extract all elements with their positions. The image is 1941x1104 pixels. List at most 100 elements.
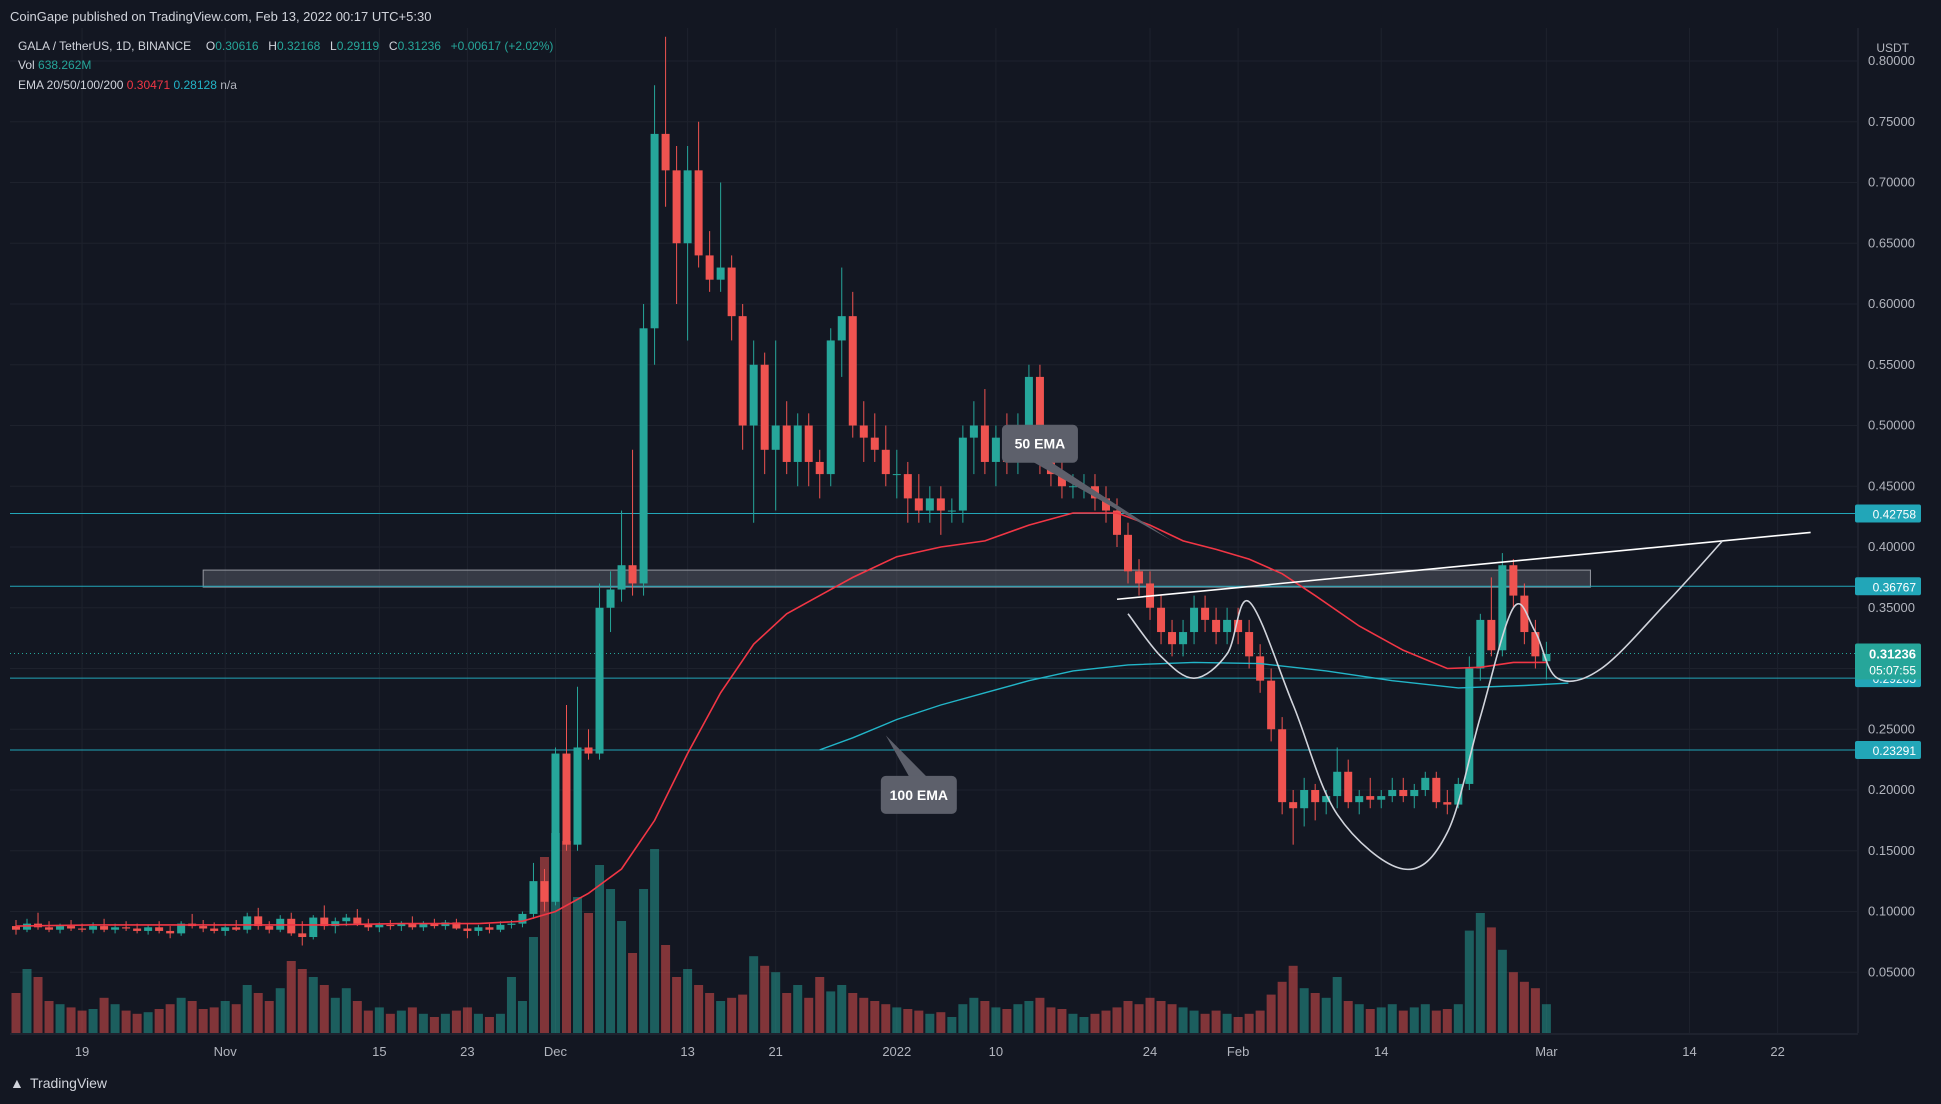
candle-body[interactable] [474, 927, 483, 931]
candle-body[interactable] [936, 498, 945, 511]
annotations[interactable]: 50 EMA 100 EMA [880, 424, 1173, 814]
candle-body[interactable] [408, 923, 417, 928]
candle-body[interactable] [903, 474, 912, 499]
candle-body[interactable] [628, 565, 637, 584]
candle-body[interactable] [1113, 510, 1121, 535]
candle-body[interactable] [1157, 607, 1166, 633]
cup-and-handle-curve[interactable] [1127, 540, 1724, 871]
trendline[interactable] [1116, 531, 1811, 601]
candle-body[interactable] [155, 927, 164, 931]
candle-body[interactable] [386, 924, 395, 927]
candle-body[interactable] [991, 437, 1000, 462]
candle-body[interactable] [1201, 607, 1210, 620]
candle-body[interactable] [1333, 771, 1342, 797]
candle-body[interactable] [430, 923, 439, 927]
candle-body[interactable] [496, 924, 505, 930]
candle-body[interactable] [1322, 796, 1331, 803]
candle-body[interactable] [419, 923, 428, 928]
candle-body[interactable] [606, 589, 615, 608]
candle-body[interactable] [749, 364, 758, 426]
candle-body[interactable] [672, 170, 681, 244]
candle-body[interactable] [1179, 632, 1188, 645]
candle-body[interactable] [1245, 632, 1254, 657]
candle-body[interactable] [1487, 619, 1496, 651]
candle-body[interactable] [1432, 777, 1441, 803]
candle-body[interactable] [1212, 619, 1221, 633]
candle-body[interactable] [309, 917, 318, 938]
candle-body[interactable] [210, 928, 219, 931]
candle-body[interactable] [1300, 790, 1309, 809]
candle-body[interactable] [89, 926, 98, 930]
candle-body[interactable] [375, 924, 384, 928]
candles[interactable] [12, 36, 1551, 946]
candle-body[interactable] [595, 607, 604, 754]
candle-body[interactable] [342, 917, 351, 922]
candle-body[interactable] [1388, 790, 1397, 797]
candle-body[interactable] [485, 927, 494, 930]
candle-body[interactable] [67, 926, 76, 929]
candle-body[interactable] [639, 328, 648, 584]
candle-body[interactable] [914, 498, 923, 511]
candle-body[interactable] [870, 437, 879, 450]
candle-body[interactable] [1421, 777, 1430, 790]
candle-body[interactable] [364, 923, 373, 928]
candle-body[interactable] [45, 927, 54, 930]
candle-body[interactable] [1476, 619, 1485, 669]
candle-body[interactable] [694, 170, 703, 256]
candle-body[interactable] [892, 474, 901, 476]
candle-body[interactable] [232, 927, 241, 930]
candle-body[interactable] [133, 928, 142, 931]
candle-body[interactable] [1135, 571, 1144, 584]
candle-body[interactable] [1344, 771, 1353, 803]
candle-body[interactable] [947, 510, 956, 512]
candle-body[interactable] [1234, 619, 1243, 633]
callout[interactable]: 100 EMA [880, 735, 957, 814]
candle-body[interactable] [760, 364, 769, 450]
candle-body[interactable] [859, 425, 868, 438]
candle-body[interactable] [463, 928, 472, 931]
ema-legend[interactable]: EMA 20/50/100/200 0.30471 0.28128 n/a [18, 78, 237, 92]
candle-body[interactable] [793, 425, 802, 462]
symbol-name[interactable]: GALA / TetherUS, 1D, BINANCE [18, 39, 192, 53]
candle-body[interactable] [782, 425, 791, 462]
candle-body[interactable] [254, 916, 263, 927]
volume-legend[interactable]: Vol 638.262M [18, 58, 91, 72]
candle-body[interactable] [551, 753, 560, 902]
candle-body[interactable] [617, 565, 626, 590]
candle-body[interactable] [1498, 565, 1507, 651]
y-axis[interactable]: USDT 0.05000 0.10000 0.15000 0.20000 0.25000 0… [1857, 0, 1941, 1104]
candle-body[interactable] [1223, 619, 1232, 633]
candle-body[interactable] [826, 340, 835, 475]
candle-body[interactable] [166, 930, 175, 934]
candle-body[interactable] [243, 916, 252, 930]
candle-body[interactable] [1465, 668, 1474, 784]
candle-body[interactable] [716, 267, 725, 280]
candle-body[interactable] [1190, 607, 1199, 633]
candle-body[interactable] [265, 926, 274, 930]
candle-body[interactable] [1101, 498, 1110, 511]
candle-body[interactable] [573, 747, 582, 845]
candle-body[interactable] [221, 927, 230, 931]
candle-body[interactable] [122, 927, 131, 929]
candle-body[interactable] [562, 753, 571, 845]
candle-body[interactable] [56, 926, 65, 930]
candle-body[interactable] [1024, 376, 1033, 426]
candle-body[interactable] [1256, 656, 1265, 681]
candle-body[interactable] [529, 881, 538, 914]
candle-body[interactable] [1168, 632, 1177, 645]
candle-body[interactable] [958, 437, 967, 511]
candle-body[interactable] [1068, 486, 1077, 488]
candle-body[interactable] [1267, 680, 1276, 730]
candle-body[interactable] [298, 933, 307, 938]
candle-body[interactable] [12, 926, 20, 930]
candle-body[interactable] [1399, 790, 1408, 797]
callout[interactable]: 50 EMA [1001, 424, 1173, 541]
candle-body[interactable] [727, 267, 736, 317]
candle-body[interactable] [177, 923, 186, 934]
candle-body[interactable] [1509, 565, 1518, 596]
candle-body[interactable] [1278, 729, 1287, 803]
candle-body[interactable] [507, 923, 516, 925]
candle-body[interactable] [837, 316, 846, 341]
candle-body[interactable] [683, 170, 692, 244]
